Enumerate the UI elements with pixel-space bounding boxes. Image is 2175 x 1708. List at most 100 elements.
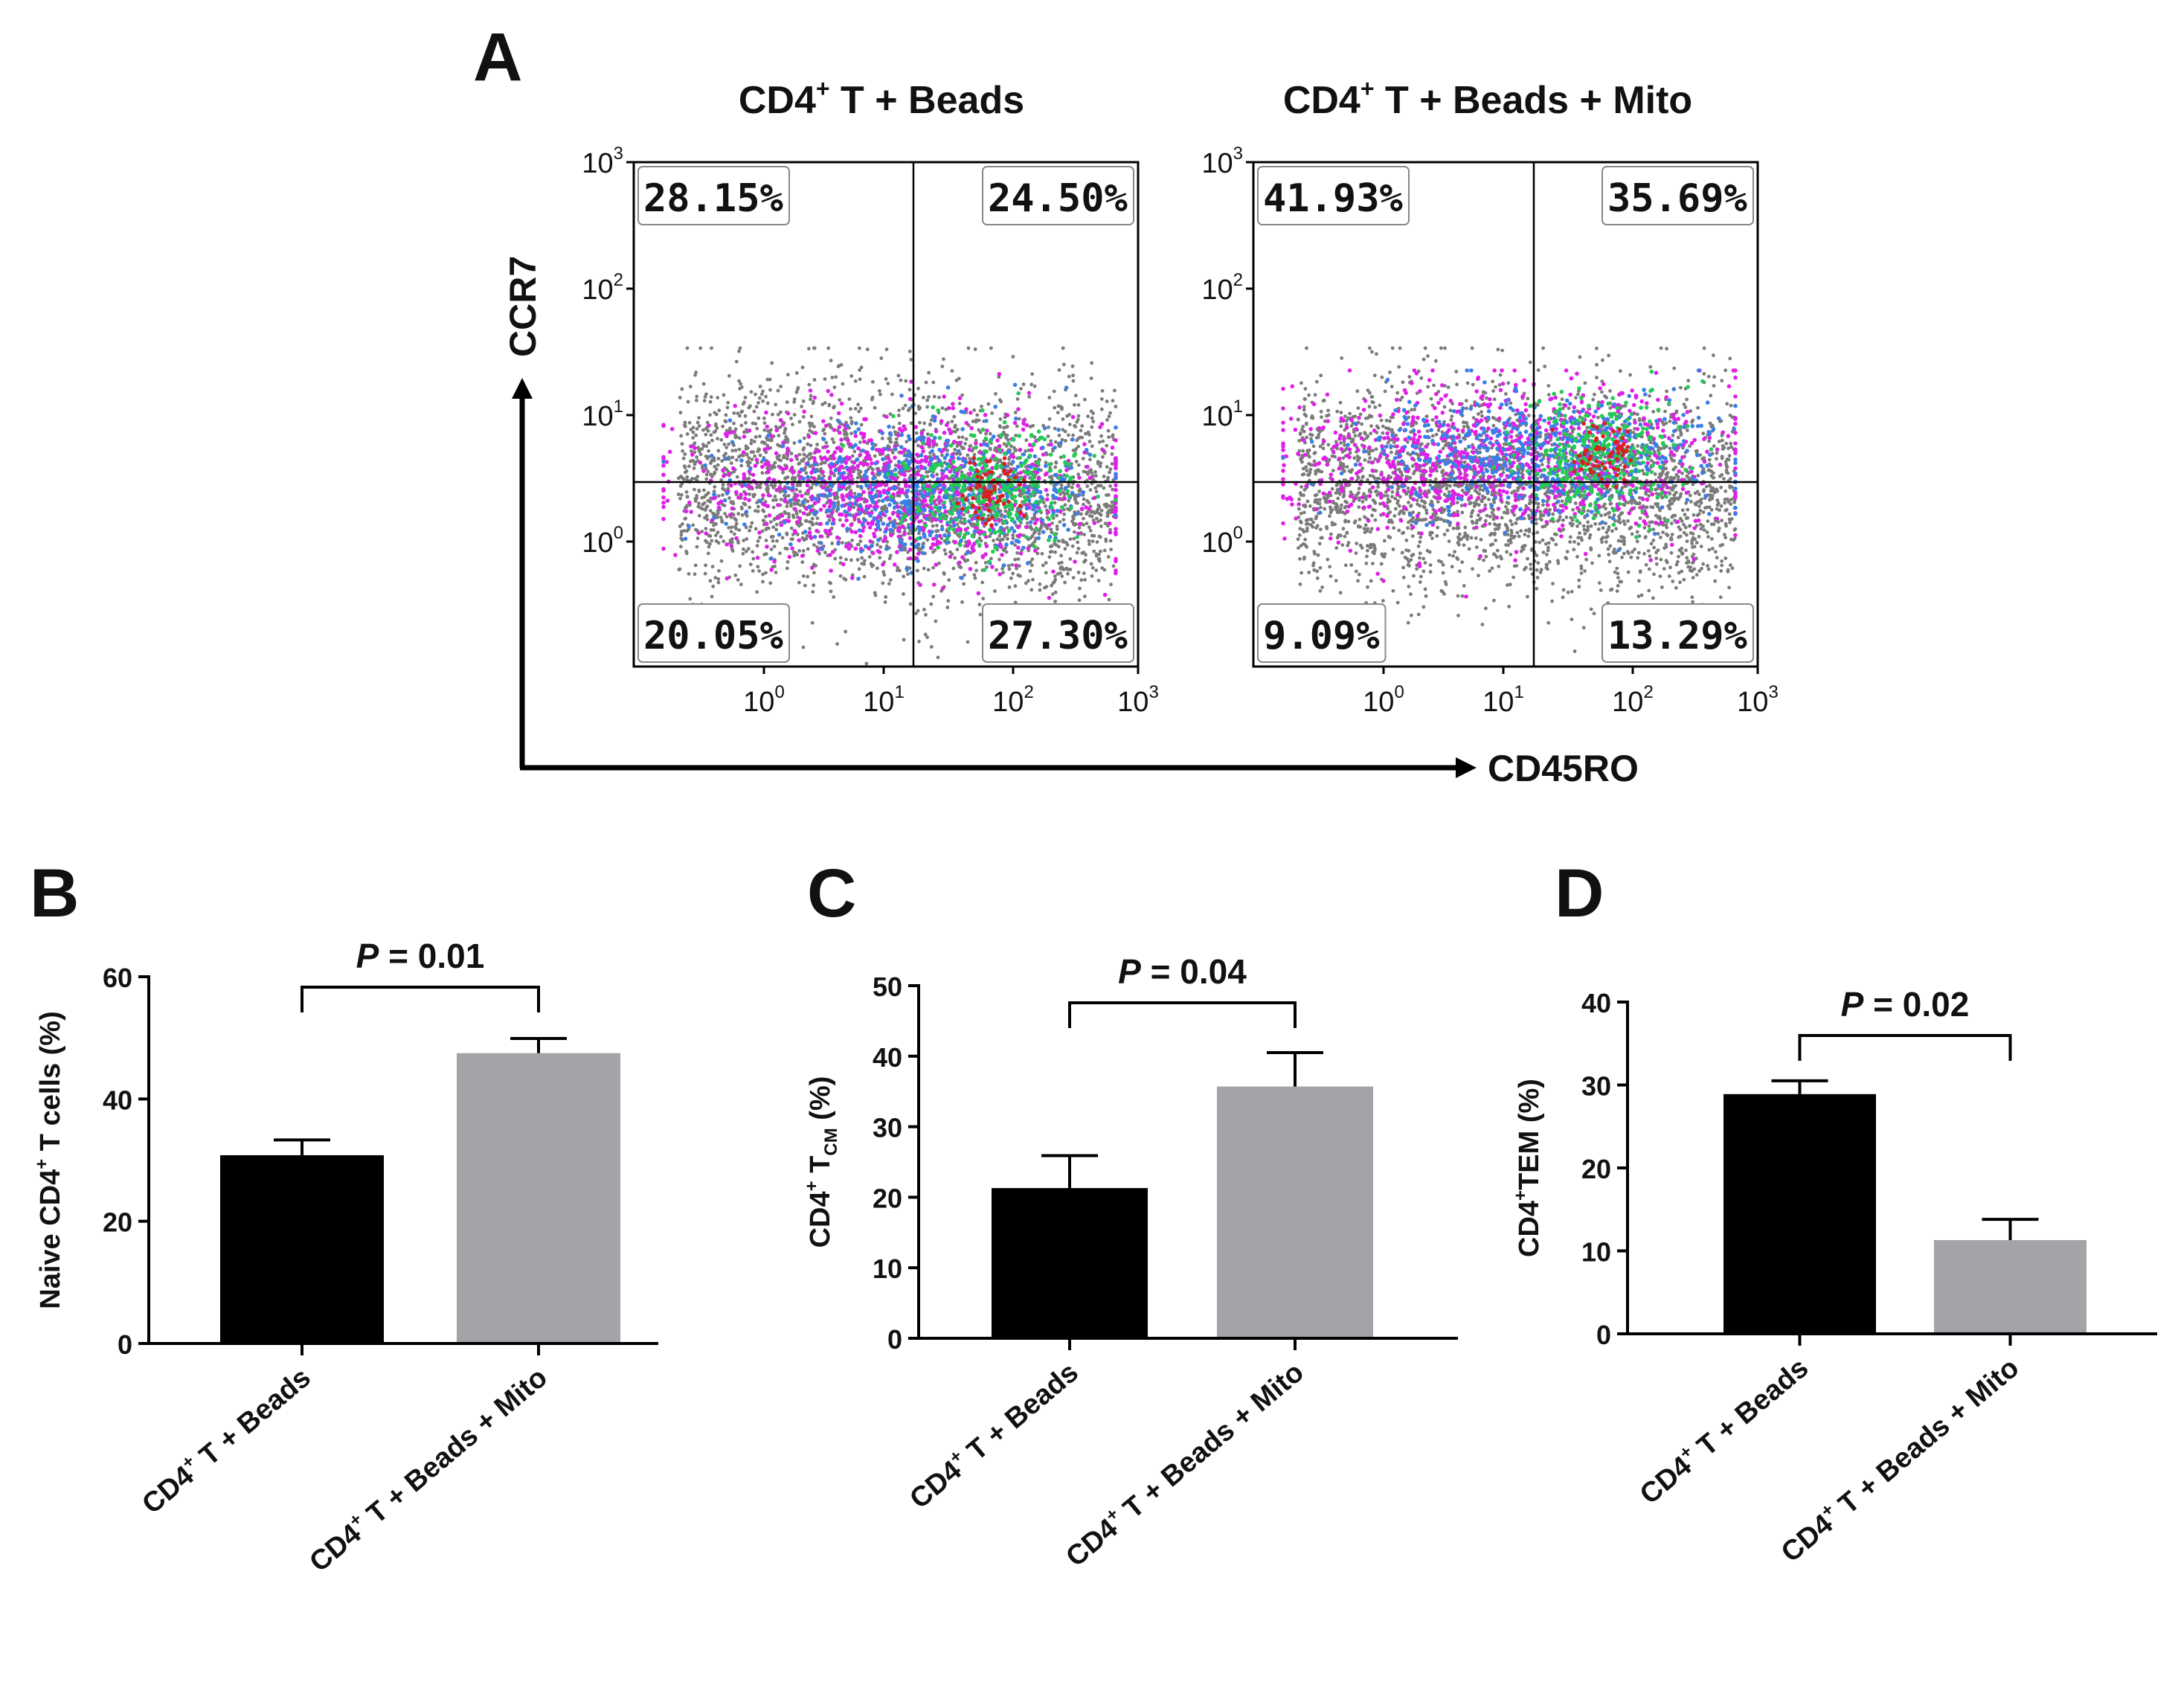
flow-dot (812, 456, 817, 460)
flow-dot (847, 503, 852, 507)
flow-dot (838, 430, 842, 435)
flow-dot (764, 521, 769, 526)
flow-dot (853, 530, 858, 535)
flow-dot (838, 455, 843, 460)
flow-dot (866, 484, 870, 488)
flow-dot (751, 450, 756, 455)
flow-dot (852, 501, 858, 506)
flow-dot (1546, 620, 1551, 625)
flow-dot (1070, 485, 1074, 489)
flow-dot (846, 457, 851, 461)
flow-dot (1029, 527, 1034, 531)
flow-dot (896, 527, 901, 532)
flow-dot (1077, 598, 1082, 603)
flow-dot (1560, 397, 1564, 402)
flow-dot (707, 423, 711, 428)
flow-dot (1011, 437, 1016, 442)
flow-dot (922, 466, 928, 471)
flow-dot (976, 516, 980, 520)
flow-dot (726, 400, 730, 405)
flow-dot (1078, 487, 1082, 491)
flow-dot (746, 446, 750, 450)
flow-dot (953, 448, 957, 452)
flow-dot (710, 453, 714, 458)
flow-dot (768, 377, 772, 382)
flow-dot (818, 507, 823, 512)
flow-dot (815, 548, 820, 553)
flow-dot (929, 645, 934, 649)
flow-dot (970, 467, 975, 472)
flow-dot (764, 515, 768, 518)
flow-dot (1011, 455, 1016, 460)
flow-dot (893, 472, 898, 477)
flow-dot (812, 543, 816, 547)
flow-dot (758, 453, 762, 458)
flow-dot (812, 425, 816, 428)
flow-dot (1541, 550, 1546, 554)
flow-dot (1297, 497, 1301, 501)
flow-dot (1447, 539, 1451, 543)
flow-dot (845, 423, 849, 428)
flow-dot (678, 411, 683, 415)
flow-dot (750, 458, 754, 461)
flow-dot (975, 498, 980, 504)
flow-dot (1100, 389, 1105, 393)
flow-dot (994, 522, 998, 527)
flow-dot (1018, 447, 1023, 452)
flow-dot (994, 392, 997, 396)
flow-dot (1002, 426, 1006, 430)
flow-dot (931, 490, 936, 495)
flow-dot (947, 527, 951, 531)
flow-dot (880, 437, 884, 440)
flow-dot (758, 485, 762, 489)
flow-dot (755, 485, 759, 489)
flow-dot (855, 463, 861, 469)
flow-dot (695, 455, 698, 459)
flow-dot (982, 455, 986, 460)
flow-dot (769, 568, 774, 572)
flow-dot (1038, 527, 1043, 530)
flow-dot (1106, 555, 1111, 559)
flow-dot (815, 516, 820, 521)
flow-dot (976, 530, 981, 535)
flow-dot (693, 446, 697, 451)
flow-dot (1089, 376, 1093, 380)
flow-dot (864, 498, 869, 504)
flow-dot (737, 379, 741, 383)
flow-dot (738, 564, 742, 568)
flow-dot (993, 405, 997, 409)
flow-dot (753, 463, 758, 468)
flow-dot (858, 504, 863, 509)
flow-dot (926, 568, 931, 572)
flow-dot (860, 556, 864, 560)
flow-dot (896, 373, 901, 378)
flow-dot (814, 564, 817, 568)
flow-dot (878, 510, 883, 516)
flow-dot (1092, 533, 1096, 538)
flow-dot (989, 470, 995, 475)
flow-dot (708, 399, 713, 404)
flow-dot (713, 464, 717, 469)
flow-dot (754, 392, 757, 396)
flow-dot (812, 469, 817, 473)
flow-dot (1038, 582, 1042, 586)
flow-dot (707, 449, 710, 453)
flow-dot (1077, 521, 1082, 527)
flow-dot (812, 378, 817, 382)
flow-dot (694, 433, 698, 437)
flow-dot (1042, 437, 1047, 442)
flow-dot (812, 346, 816, 350)
flow-dot (748, 505, 751, 510)
flow-dot (968, 411, 973, 415)
flow-dot (704, 513, 709, 518)
flow-dot (1426, 385, 1430, 389)
flow-dot (789, 417, 793, 420)
flow-dot (1089, 562, 1093, 566)
flow-dot (1053, 405, 1057, 410)
flow-dot (806, 475, 810, 480)
flow-dot (923, 455, 928, 460)
flow-dot (791, 475, 795, 480)
flow-dot (997, 494, 1003, 499)
flow-dot (1067, 374, 1071, 379)
